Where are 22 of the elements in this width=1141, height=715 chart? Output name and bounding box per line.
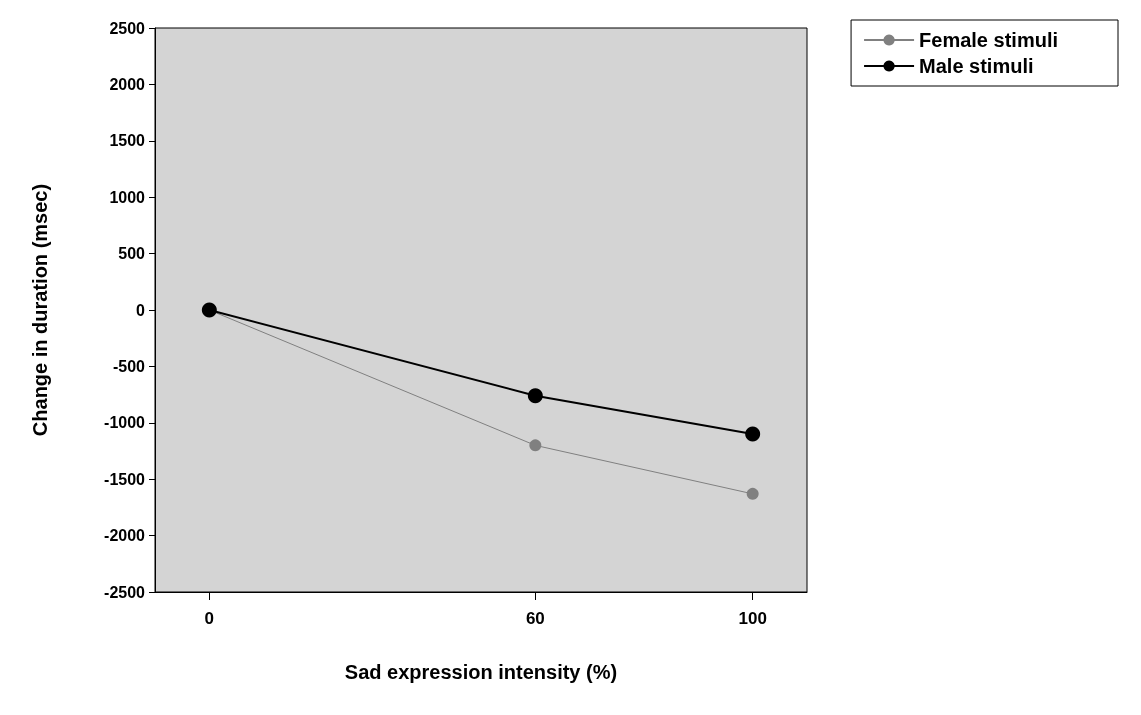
legend-label: Male stimuli <box>919 55 1034 77</box>
point <box>529 439 542 452</box>
y-tick-label: 0 <box>136 301 146 319</box>
x-tick-label: 60 <box>525 609 545 628</box>
legend-label: Female stimuli <box>919 29 1058 51</box>
y-tick-label: 2000 <box>109 75 146 93</box>
point <box>745 426 761 442</box>
point <box>527 388 543 404</box>
point <box>746 487 759 500</box>
y-tick-label: 1000 <box>109 188 146 206</box>
y-tick-label: -2000 <box>104 527 146 545</box>
y-tick-label: -2500 <box>104 583 146 601</box>
x-axis-title: Sad expression intensity (%) <box>344 661 618 683</box>
y-axis-title: Change in duration (msec) <box>29 183 51 437</box>
y-tick-label: -1500 <box>104 470 146 488</box>
x-tick-label: 100 <box>738 609 767 628</box>
y-tick-label: 2500 <box>109 19 146 37</box>
y-tick-label: 500 <box>118 245 146 263</box>
y-tick-label: -500 <box>112 357 146 375</box>
x-tick-label: 0 <box>204 609 215 628</box>
y-tick-label: -1000 <box>104 414 146 432</box>
y-tick-label: 1500 <box>109 132 146 150</box>
